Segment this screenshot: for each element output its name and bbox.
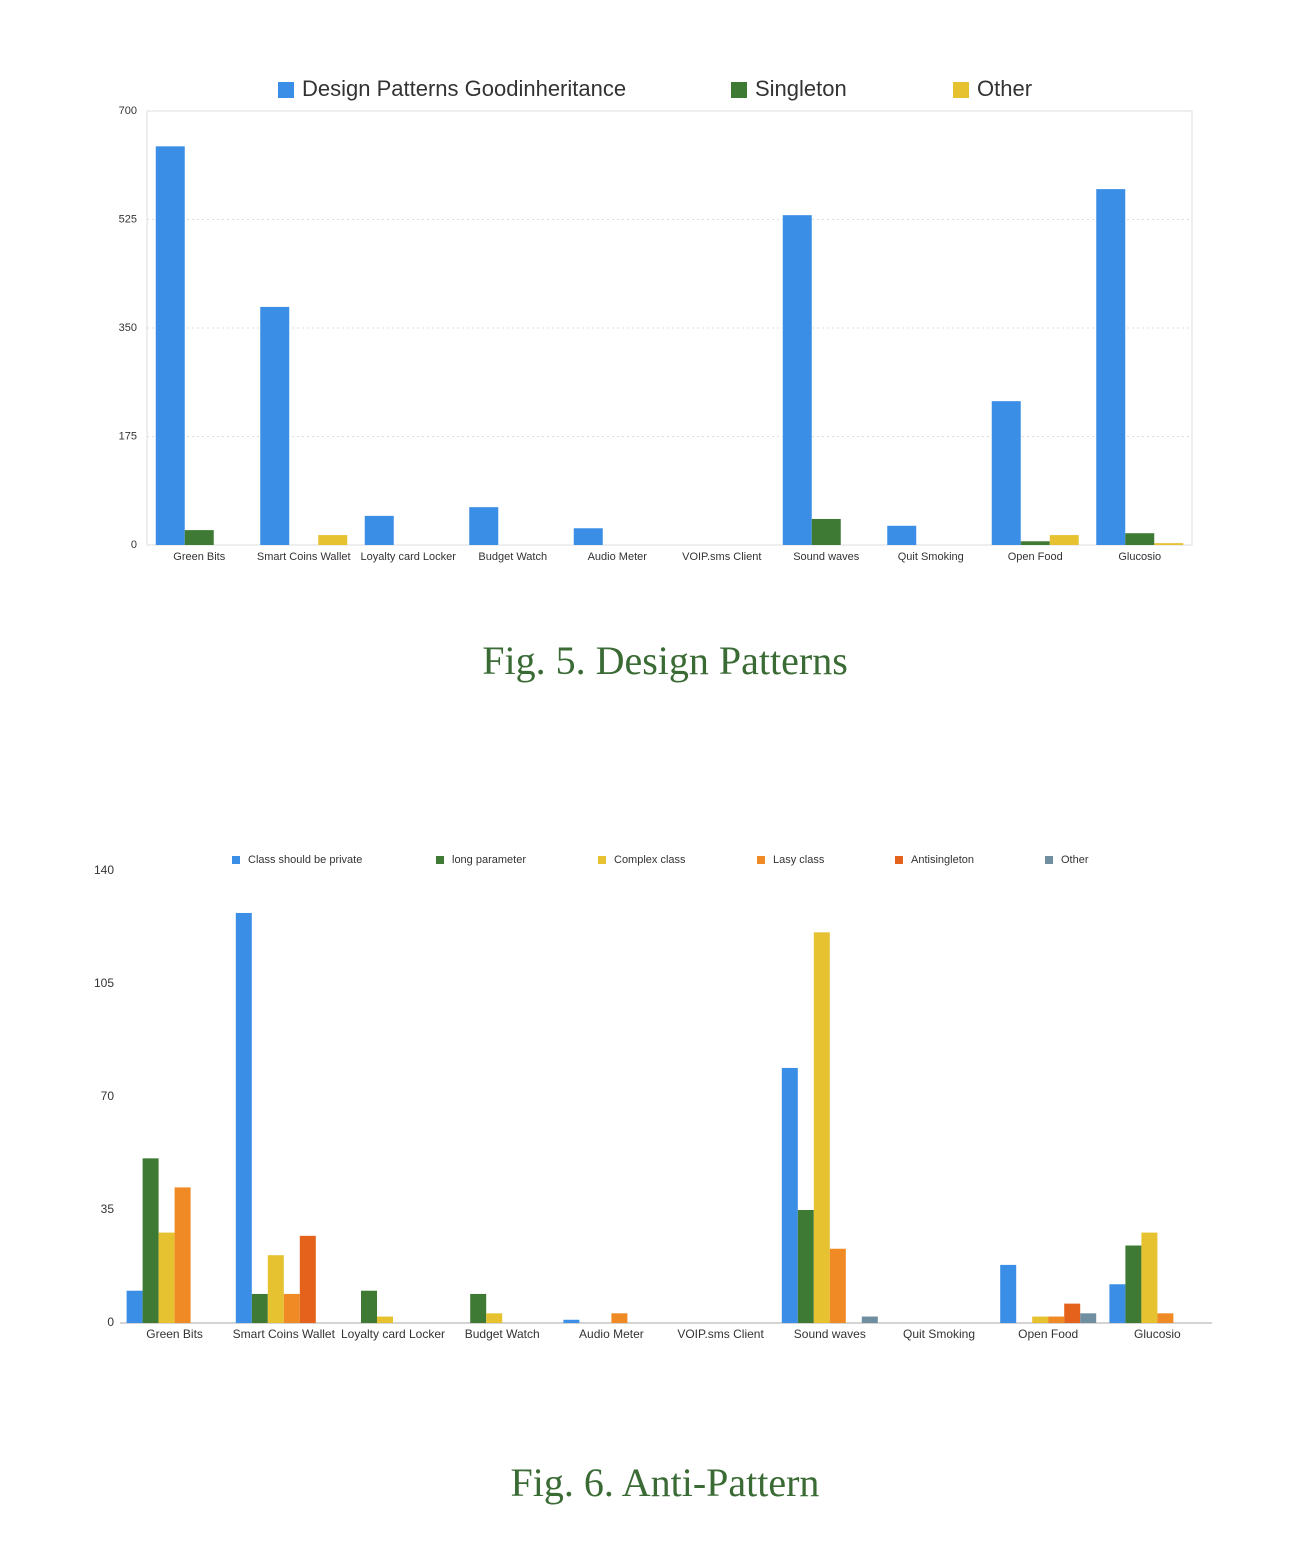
y-tick-label: 175 (119, 430, 137, 442)
legend-swatch (1045, 856, 1053, 864)
legend-swatch (232, 856, 240, 864)
y-tick-label: 35 (101, 1202, 115, 1216)
bar (299, 1235, 316, 1323)
y-tick-label: 525 (119, 213, 137, 225)
bar (1080, 1313, 1097, 1323)
bar (470, 1293, 487, 1323)
legend-label: Other (977, 76, 1032, 101)
bar (782, 215, 812, 545)
y-tick-label: 0 (107, 1315, 114, 1329)
bar (991, 401, 1021, 545)
bar (377, 1316, 393, 1323)
bar (829, 1248, 846, 1323)
bar (1049, 535, 1079, 545)
legend-swatch (278, 82, 294, 98)
bar (1154, 543, 1184, 545)
bar (1125, 1245, 1142, 1323)
legend-swatch (895, 856, 903, 864)
bar (861, 1316, 878, 1323)
y-tick-label: 70 (101, 1089, 115, 1103)
bar (1096, 189, 1126, 545)
bar (887, 525, 917, 545)
x-tick-label: Smart Coins Wallet (233, 1327, 336, 1341)
bar (364, 515, 394, 545)
bar (1000, 1264, 1017, 1323)
bar (158, 1232, 175, 1323)
x-tick-label: Quit Smoking (903, 1327, 975, 1341)
x-tick-label: Sound waves (794, 1327, 866, 1341)
bar (1048, 1316, 1065, 1323)
bar (1032, 1316, 1049, 1323)
bar (1157, 1313, 1174, 1323)
bar (1141, 1232, 1158, 1323)
y-tick-label: 350 (119, 322, 137, 334)
y-tick-label: 700 (119, 105, 137, 117)
x-tick-label: VOIP.sms Client (682, 551, 761, 563)
x-tick-label: VOIP.sms Client (677, 1327, 764, 1341)
x-tick-label: Budget Watch (465, 1327, 540, 1341)
x-tick-label: Audio Meter (588, 551, 648, 563)
bar (155, 146, 185, 545)
legend-swatch (731, 82, 747, 98)
bar (1064, 1303, 1081, 1323)
x-tick-label: Open Food (1018, 1327, 1078, 1341)
legend-label: Class should be private (248, 854, 362, 866)
x-tick-label: Glucosio (1134, 1327, 1181, 1341)
x-tick-label: Green Bits (173, 551, 225, 563)
x-tick-label: Green Bits (146, 1327, 203, 1341)
x-tick-label: Budget Watch (478, 551, 547, 563)
legend-label: Complex class (614, 854, 686, 866)
legend-swatch (436, 856, 444, 864)
bar (781, 1067, 798, 1323)
legend-label: Antisingleton (911, 854, 974, 866)
bar (361, 1290, 377, 1323)
x-tick-label: Quit Smoking (898, 551, 964, 563)
chart: 0 35 70 105 140 Green Bits Smart Coins Wallet L… (94, 854, 1212, 1505)
bar (126, 1290, 143, 1323)
x-tick-label: Glucosio (1118, 551, 1161, 563)
y-tick-label: 140 (94, 863, 114, 877)
bar (811, 518, 841, 545)
chart: 0 175 350 525 700 Green Bits Smart Coins Walle… (119, 76, 1193, 683)
bar (260, 306, 290, 545)
x-tick-label: Sound waves (793, 551, 860, 563)
bar (486, 1313, 503, 1323)
x-tick-label: Loyalty card Locker (341, 1327, 445, 1341)
bar (184, 530, 214, 545)
bar (563, 1319, 580, 1323)
bar (174, 1187, 191, 1323)
bar (469, 507, 499, 545)
bar (1109, 1284, 1126, 1323)
bar (267, 1255, 284, 1323)
y-tick-label: 0 (131, 539, 137, 551)
bar (813, 932, 830, 1323)
figure-caption: Fig. 5. Design Patterns (482, 638, 848, 683)
legend-label: Lasy class (773, 854, 825, 866)
bar (318, 535, 348, 545)
bar (797, 1210, 814, 1323)
legend-swatch (598, 856, 606, 864)
bar (611, 1313, 628, 1323)
x-tick-label: Smart Coins Wallet (257, 551, 351, 563)
legend-label: long parameter (452, 854, 526, 866)
x-tick-label: Loyalty card Locker (361, 551, 457, 563)
figure-caption: Fig. 6. Anti-Pattern (511, 1460, 820, 1505)
y-tick-label: 105 (94, 976, 114, 990)
bar (1020, 541, 1050, 545)
x-tick-label: Audio Meter (579, 1327, 644, 1341)
legend-swatch (953, 82, 969, 98)
legend-label: Design Patterns Goodinheritance (302, 76, 626, 101)
bar (283, 1293, 300, 1323)
x-tick-label: Open Food (1008, 551, 1063, 563)
legend-label: Other (1061, 854, 1089, 866)
legend-label: Singleton (755, 76, 847, 101)
bar (251, 1293, 268, 1323)
bar (142, 1158, 159, 1323)
bar (1125, 533, 1155, 545)
legend-swatch (757, 856, 765, 864)
bar (235, 912, 252, 1323)
bar (573, 528, 603, 545)
